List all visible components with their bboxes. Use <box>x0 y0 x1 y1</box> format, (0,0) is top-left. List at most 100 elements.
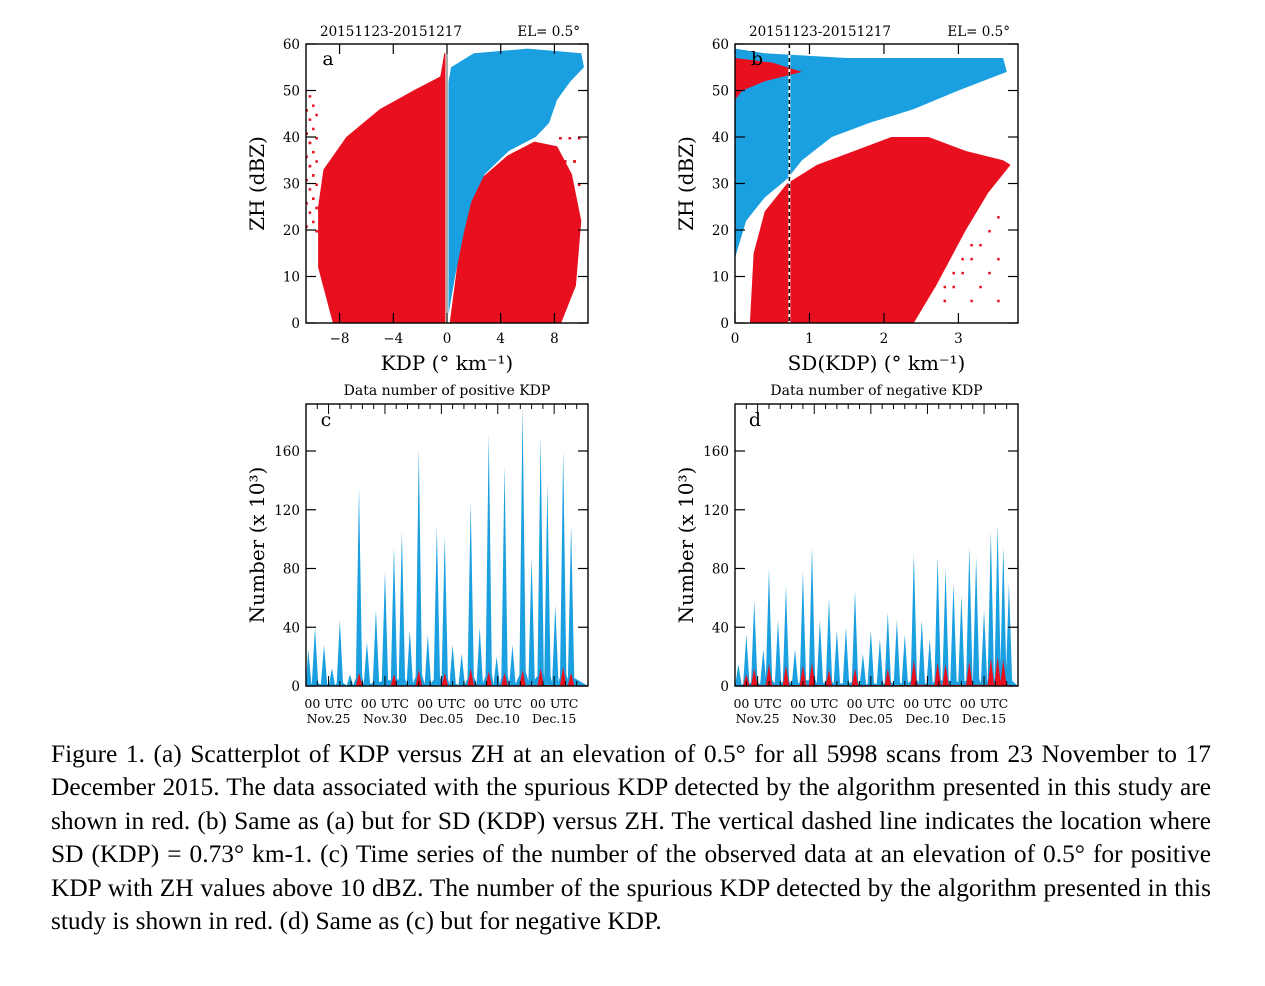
red-data-point <box>308 211 312 214</box>
red-data-point <box>943 285 947 289</box>
red-data-point <box>302 100 305 103</box>
red-data-point <box>306 132 308 135</box>
red-data-point <box>970 202 973 205</box>
panel-d-ytick-label: 40 <box>712 620 729 636</box>
panel-c-xtick-time: 00 UTC <box>530 696 578 711</box>
red-data-point <box>315 137 318 140</box>
panel-a-xtick-label: 4 <box>496 331 505 347</box>
red-data-point <box>997 216 1000 219</box>
red-data-point <box>312 220 315 224</box>
panel-d-xtick-date: Dec.15 <box>962 711 1006 726</box>
panel-d-ytick-label: 0 <box>720 679 729 695</box>
panel-a-xtick-label: 8 <box>550 331 559 347</box>
panel-b-ytick-label: 20 <box>712 223 729 239</box>
red-data-point <box>312 174 315 177</box>
red-data-point <box>970 243 973 247</box>
red-data-region <box>318 53 447 323</box>
red-data-point <box>559 183 562 186</box>
panel-a-ytick-label: 30 <box>283 177 300 193</box>
panel-b-ytick-label: 0 <box>720 316 729 332</box>
red-data-point <box>302 170 305 173</box>
red-data-point <box>943 299 947 303</box>
red-data-point <box>573 160 576 163</box>
red-data-point <box>312 104 315 107</box>
panel-b-xtick-label: 3 <box>954 331 963 347</box>
blue-data-region <box>735 48 1007 258</box>
red-data-point <box>315 206 318 210</box>
panel-a-ylabel: ZH (dBZ) <box>245 136 269 231</box>
red-data-point <box>988 230 991 233</box>
red-data-point <box>315 160 318 163</box>
panel-a-xlabel: KDP (° km⁻¹) <box>381 351 513 375</box>
panel-b-elevation-label: EL= 0.5° <box>947 24 1010 40</box>
panel-c-ytick-label: 160 <box>274 444 300 460</box>
panel-c-xtick-date: Dec.15 <box>532 711 576 726</box>
red-data-point <box>952 285 955 289</box>
red-data-point <box>988 174 991 177</box>
blue-series-area <box>735 524 1018 686</box>
red-data-point <box>563 206 567 210</box>
panel-b-letter: b <box>751 48 763 70</box>
red-data-point <box>306 225 308 228</box>
panel-c-xtick-date: Dec.10 <box>476 711 520 726</box>
plot-area <box>302 48 584 323</box>
panel-a-xtick-label: 0 <box>443 331 452 347</box>
red-data-point <box>970 257 973 261</box>
panel-d-xtick-time: 00 UTC <box>903 696 951 711</box>
panel-b-ytick-label: 60 <box>712 37 729 53</box>
blue-data-region <box>447 48 584 323</box>
panel-b-ylabel: ZH (dBZ) <box>674 136 698 231</box>
panel-d-xtick-time: 00 UTC <box>960 696 1008 711</box>
panel-c-xtick-date: Nov.30 <box>363 711 407 726</box>
red-data-point <box>308 118 312 121</box>
panel-d-xtick-date: Dec.10 <box>905 711 949 726</box>
red-data-point <box>306 202 308 205</box>
red-data-point <box>563 160 567 163</box>
panel-d-xtick-date: Nov.25 <box>736 711 780 726</box>
red-data-region <box>749 137 1011 323</box>
red-data-point <box>952 188 955 191</box>
figure-caption: Figure 1. (a) Scatterplot of KDP versus … <box>51 738 1211 938</box>
panel-a-ytick-label: 20 <box>283 223 300 239</box>
red-series-area <box>735 656 1018 686</box>
red-data-point <box>568 183 572 186</box>
panel-c-ytick-label: 0 <box>291 679 300 695</box>
panel-b-ytick-label: 40 <box>712 130 729 146</box>
panel-c-title: Data number of positive KDP <box>344 383 551 399</box>
red-data-point <box>943 202 947 205</box>
panel-c-ytick-label: 80 <box>283 562 300 578</box>
red-data-point <box>961 216 964 219</box>
red-data-point <box>961 257 964 261</box>
red-data-point <box>308 95 312 98</box>
panel-b-ytick-label: 10 <box>712 270 729 286</box>
red-series-area <box>306 666 588 686</box>
red-data-point <box>952 230 955 233</box>
red-data-point <box>312 197 315 200</box>
red-data-point <box>315 113 318 117</box>
panel-a-ytick-label: 60 <box>283 37 300 53</box>
red-data-point <box>554 160 557 163</box>
panel-a-ytick-label: 40 <box>283 130 300 146</box>
red-data-point <box>554 206 557 210</box>
red-data-point <box>997 257 1000 261</box>
panel-a-ytick-label: 0 <box>291 316 300 332</box>
panel-b-xtick-label: 2 <box>880 331 889 347</box>
panel-a: 0 10 20 30 40 50 60 −8 −4 0 4 8 20151123-20151217 EL=… <box>245 24 589 375</box>
panel-d-xtick-time: 00 UTC <box>733 696 781 711</box>
red-data-point <box>961 271 964 275</box>
red-data-point <box>952 271 955 275</box>
panel-d-title: Data number of negative KDP <box>770 383 982 399</box>
red-data-point <box>306 109 308 112</box>
panel-c-xtick-time: 00 UTC <box>417 696 465 711</box>
red-data-point <box>573 206 576 210</box>
panel-c-ytick-label: 40 <box>283 620 300 636</box>
panel-d-xtick-date: Dec.05 <box>849 711 893 726</box>
panel-d-xtick-time: 00 UTC <box>790 696 838 711</box>
panel-d-xtick-time: 00 UTC <box>847 696 895 711</box>
panel-c-xtick-date: Nov.25 <box>307 711 351 726</box>
panel-d-frame <box>734 403 1019 687</box>
red-data-point <box>568 137 572 140</box>
panel-c-xtick-date: Dec.05 <box>419 711 463 726</box>
